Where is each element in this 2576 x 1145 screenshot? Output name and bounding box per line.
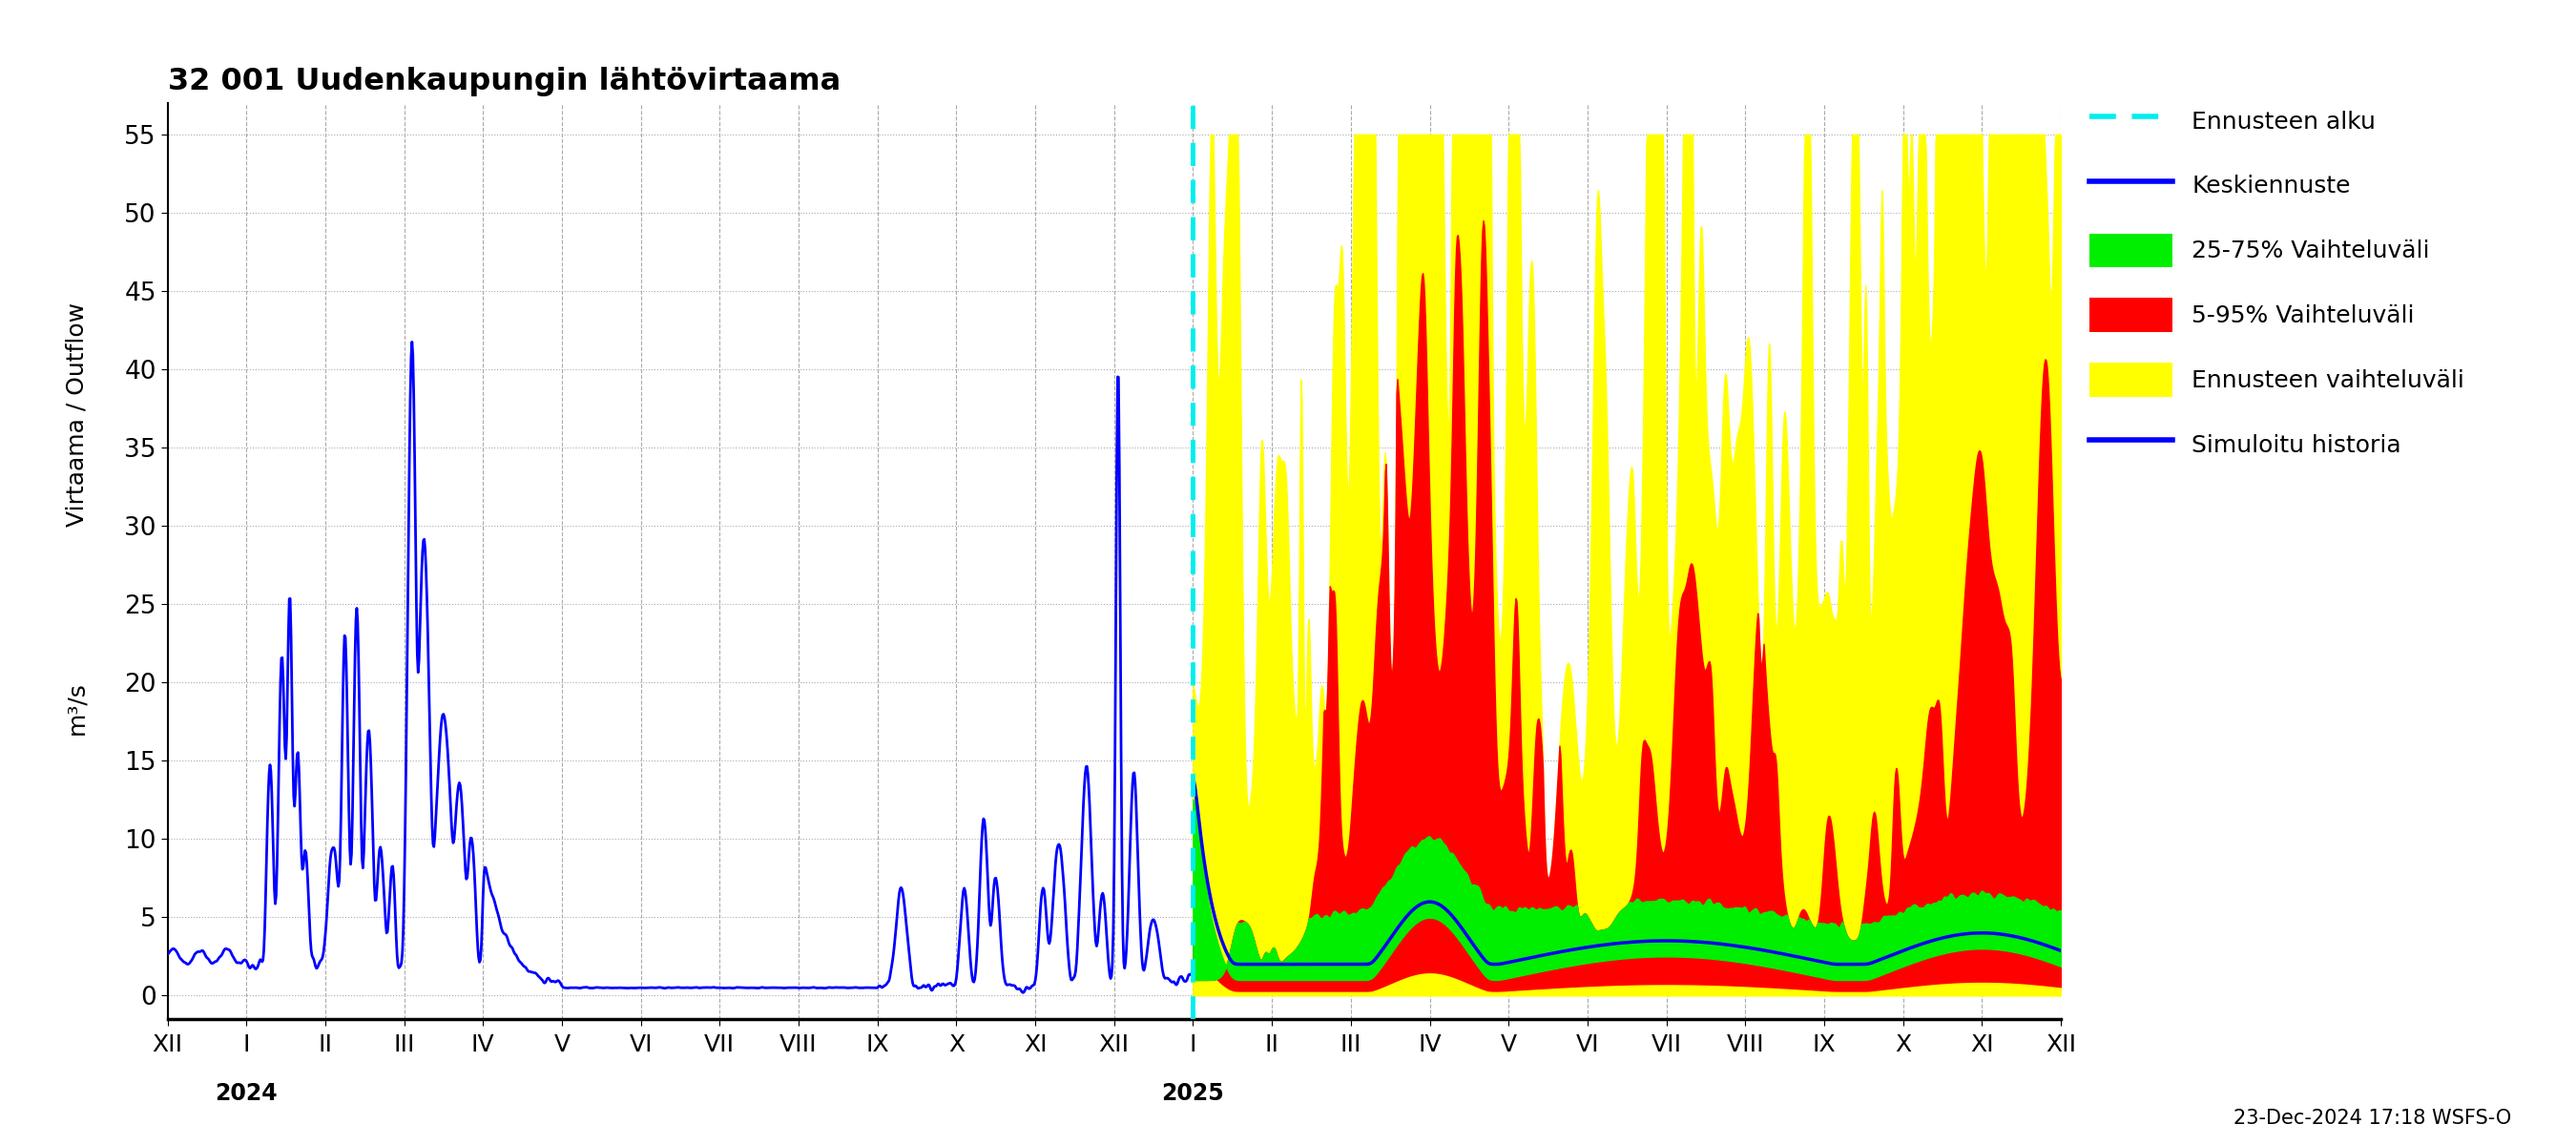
Text: 32 001 Uudenkaupungin lähtövirtaama: 32 001 Uudenkaupungin lähtövirtaama (167, 66, 840, 96)
Text: Virtaama / Outflow: Virtaama / Outflow (64, 302, 88, 527)
Text: 23-Dec-2024 17:18 WSFS-O: 23-Dec-2024 17:18 WSFS-O (2233, 1108, 2512, 1128)
Text: 2024: 2024 (214, 1082, 278, 1105)
Text: 2025: 2025 (1162, 1082, 1224, 1105)
Legend: Ennusteen alku, Keskiennuste, 25-75% Vaihteluväli, 5-95% Vaihteluväli, Ennusteen: Ennusteen alku, Keskiennuste, 25-75% Vai… (2071, 85, 2483, 481)
Text: m³/s: m³/s (64, 681, 88, 734)
